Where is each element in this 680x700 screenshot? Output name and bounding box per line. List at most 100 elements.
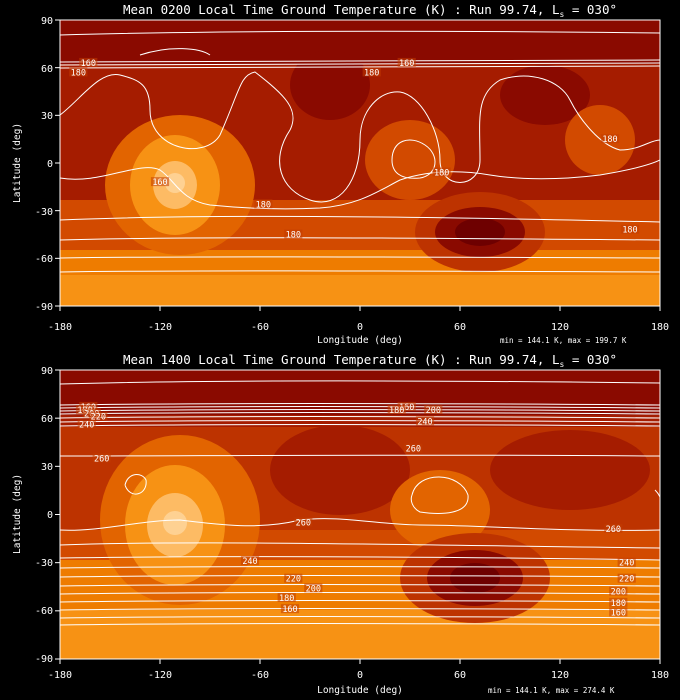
contour-line [124, 474, 147, 495]
cold-region-north [290, 50, 370, 120]
contour-label-bg [280, 604, 300, 614]
contour-label-bg [404, 443, 423, 453]
contour-line [60, 159, 660, 210]
contour-line [60, 416, 660, 419]
band-polar-north [60, 20, 660, 64]
y-tick-label: -30 [35, 558, 53, 569]
contour-label-bg [600, 134, 620, 144]
contour-line [60, 424, 660, 427]
y-tick-label: 90 [41, 16, 53, 27]
contour-label-bg [150, 177, 170, 187]
y-tick-label: 60 [41, 414, 53, 425]
hellas-basin-core [455, 218, 505, 246]
chart-title: Mean 0200 Local Time Ground Temperature … [123, 2, 617, 19]
contour-label: 240 [242, 557, 257, 567]
contour-line [60, 71, 660, 203]
axis-ticks [55, 19, 661, 311]
y-tick-label: -90 [35, 302, 53, 313]
contour-label: 260 [94, 454, 109, 464]
x-axis-label: Longitude (deg) [317, 685, 403, 696]
contour-labels: 1601802002202401601802002402602602602602… [75, 401, 636, 618]
contour-label: 200 [306, 584, 321, 594]
chart-title: Mean 1400 Local Time Ground Temperature … [123, 352, 617, 369]
contour-label: 180 [286, 231, 301, 241]
min-max-stats: min = 144.1 K, max = 199.7 K [500, 336, 627, 345]
contour-line [60, 556, 660, 561]
contour-line [410, 476, 469, 514]
contour-label-bg [304, 583, 323, 593]
x-tick-label: -180 [48, 322, 72, 333]
x-tick-label: -60 [251, 322, 269, 333]
contour-label: 160 [399, 59, 414, 69]
contour-label-bg [362, 67, 381, 77]
contour-label-bg [77, 419, 96, 429]
x-tick-label: -60 [251, 670, 269, 681]
contour-line [60, 608, 660, 611]
contour-label-bg [617, 557, 636, 567]
y-axis-label: Latitude (deg) [12, 123, 23, 203]
y-tick-label: 90 [41, 366, 53, 377]
panel-1400: Mean 1400 Local Time Ground Temperature … [12, 352, 669, 696]
panel-0200: Mean 0200 Local Time Ground Temperature … [12, 2, 669, 346]
contour-label: 160 [611, 608, 626, 618]
contour-label: 180 [389, 406, 404, 416]
contour-label-bg [397, 57, 416, 67]
x-tick-label: 180 [651, 322, 669, 333]
y-tick-label: -60 [35, 606, 53, 617]
contour-line [60, 412, 660, 415]
contour-label-bg [387, 405, 406, 415]
contour-line [60, 600, 660, 603]
contour-line [60, 420, 660, 423]
y-axis-label: Latitude (deg) [12, 474, 23, 554]
contour-label-bg [294, 517, 313, 527]
contour-label: 180 [622, 226, 637, 236]
contour-label: 160 [152, 178, 167, 188]
contour-label-bg [79, 57, 98, 67]
contour-line [60, 270, 660, 273]
contour-line [60, 592, 660, 595]
y-tick-label: -60 [35, 254, 53, 265]
contour-label: 180 [364, 68, 379, 78]
contour-line [391, 139, 436, 179]
warm-region-tharsis-peak [165, 173, 185, 193]
contour-label: 200 [426, 406, 441, 416]
contour-label-bg [609, 607, 628, 617]
x-tick-label: 60 [454, 322, 466, 333]
warm-region-far-east [565, 105, 635, 175]
warm-region-tharsis-peak [163, 511, 187, 535]
x-tick-label: -120 [148, 670, 172, 681]
x-tick-label: 60 [454, 670, 466, 681]
contour-line [60, 256, 660, 259]
hellas-basin-core [450, 563, 500, 593]
contour-lines [60, 380, 660, 626]
contour-line [139, 48, 211, 56]
contour-line [60, 215, 660, 223]
contour-label-bg [617, 573, 636, 583]
contour-label: 160 [399, 403, 414, 413]
contour-line [60, 542, 660, 549]
contour-label: 220 [286, 575, 301, 585]
contour-label: 220 [619, 575, 634, 585]
contour-label-bg [604, 524, 623, 533]
min-max-stats: min = 144.1 K, max = 274.4 K [488, 686, 615, 695]
y-tick-label: 60 [41, 64, 53, 75]
contour-label-bg [92, 453, 111, 463]
contour-label-bg [609, 586, 628, 596]
contour-label: 260 [296, 519, 311, 529]
contour-label: 200 [611, 588, 626, 598]
contour-label: 180 [611, 599, 626, 609]
contour-label-bg [284, 229, 303, 239]
contour-label-bg [609, 597, 628, 607]
y-tick-label: -90 [35, 654, 53, 665]
contour-line [60, 623, 660, 626]
cold-region-north-2 [490, 430, 650, 510]
contour-label-bg [69, 67, 88, 77]
contour-label: 260 [406, 445, 421, 455]
contour-label-bg [277, 593, 296, 602]
contour-label-bg [620, 224, 640, 234]
contour-label-bg [240, 556, 260, 566]
contour-label-bg [432, 167, 451, 177]
y-tick-label: 0 [47, 159, 53, 170]
contour-label: 160 [282, 605, 297, 615]
